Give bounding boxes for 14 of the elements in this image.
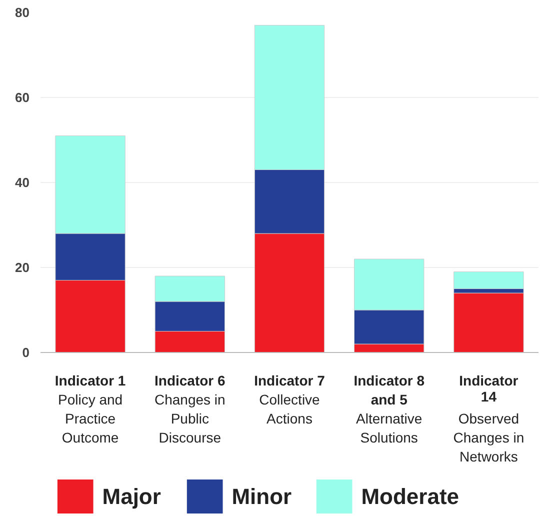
bar	[454, 292, 524, 352]
y-tick-label: 80	[15, 5, 30, 20]
x-tick-label: Indicator 6 Changes in Public Discourse	[154, 372, 226, 446]
y-tick-label: 20	[15, 260, 30, 275]
legend-label: Moderate	[361, 484, 460, 509]
x-tick-label: Indicator 14 Observed Changes in Networks	[453, 372, 524, 464]
x-tick-label: Indicator 1 Policy and Practice Outcome	[54, 372, 126, 446]
y-tick-label: 40	[15, 175, 30, 190]
x-tick-label: Indicator 8 and 5 Alternative Solutions	[354, 372, 425, 446]
x-tick-label: Indicator 7 Collective Actions	[254, 372, 326, 426]
legend-label: Major	[102, 484, 162, 509]
y-tick-label: 60	[15, 90, 30, 105]
legend-label: Minor	[232, 484, 292, 509]
y-tick-label: 0	[22, 345, 30, 360]
